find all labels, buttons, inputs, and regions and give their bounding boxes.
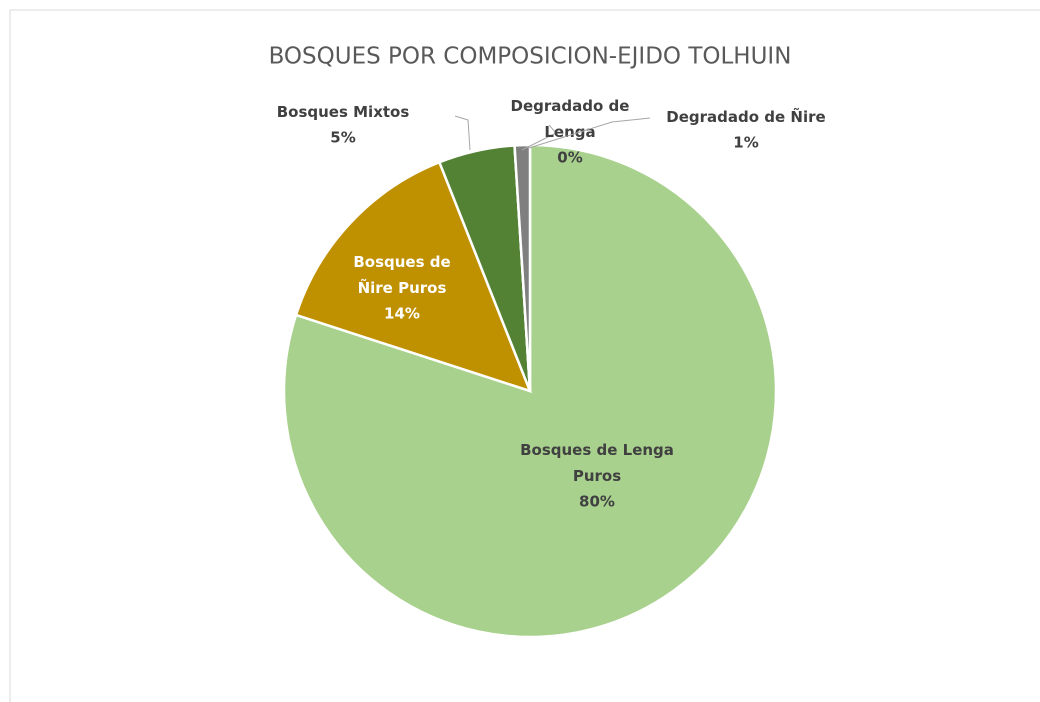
value-label: 5% (330, 129, 355, 147)
leader-line (521, 124, 557, 151)
pie-slice (513, 143, 532, 392)
slice-label: Bosques Mixtos (277, 103, 410, 121)
chart-title: BOSQUES POR COMPOSICION-EJIDO TOLHUIN (269, 44, 792, 70)
value-label: 80% (579, 493, 615, 511)
leader-line (454, 115, 471, 151)
value-label: 0% (557, 149, 582, 167)
pie-slice (294, 160, 533, 394)
leader-line (528, 117, 651, 149)
value-label: 1% (733, 134, 758, 152)
slice-label: Bosques de Ñire Puros (353, 253, 450, 297)
pie-slice (282, 143, 778, 639)
slice-label: Degradado de Lenga (511, 97, 630, 141)
slice-label: Bosques de Lenga Puros (520, 441, 674, 485)
slice-label: Degradado de Ñire (666, 107, 825, 126)
value-label: 14% (384, 305, 420, 323)
